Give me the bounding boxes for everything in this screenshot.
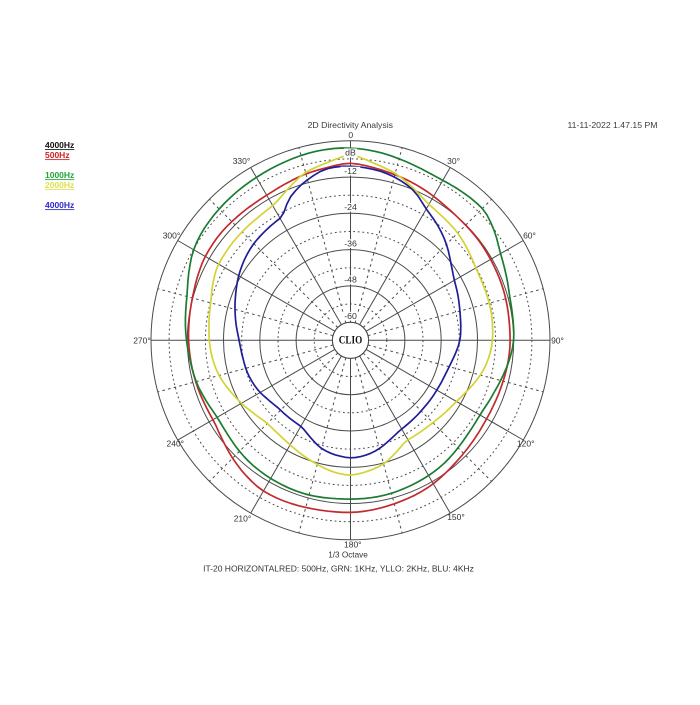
svg-text:270°: 270° [133,335,151,345]
svg-text:60°: 60° [523,230,536,240]
svg-text:180°: 180° [344,540,362,550]
svg-text:1000Hz: 1000Hz [45,170,74,180]
svg-text:240°: 240° [167,439,185,449]
svg-text:210°: 210° [234,514,252,524]
svg-text:2000Hz: 2000Hz [45,180,74,190]
svg-text:4000Hz: 4000Hz [45,200,74,210]
svg-text:150°: 150° [447,512,465,522]
svg-text:0: 0 [348,130,353,140]
svg-text:30°: 30° [447,156,460,166]
svg-text:IT-20 HORIZONTALRED: 500Hz, GR: IT-20 HORIZONTALRED: 500Hz, GRN: 1KHz, Y… [203,563,474,573]
svg-text:300°: 300° [163,230,181,240]
svg-text:120°: 120° [517,439,535,449]
svg-text:90°: 90° [551,335,564,345]
svg-text:-36: -36 [344,238,357,248]
svg-text:11-11-2022 1.47.15 PM: 11-11-2022 1.47.15 PM [568,120,658,130]
svg-text:dB: dB [345,148,356,158]
svg-text:500Hz: 500Hz [45,150,70,160]
svg-text:2D Directivity Analysis: 2D Directivity Analysis [308,120,394,130]
svg-text:-24: -24 [344,202,357,212]
svg-text:4000Hz: 4000Hz [45,140,74,150]
svg-text:-60: -60 [344,311,357,321]
svg-text:CLIO: CLIO [339,332,363,346]
svg-text:330°: 330° [233,156,251,166]
svg-text:-12: -12 [344,166,357,176]
svg-text:1/3 Octave: 1/3 Octave [328,551,368,560]
svg-text:-48: -48 [344,275,357,285]
